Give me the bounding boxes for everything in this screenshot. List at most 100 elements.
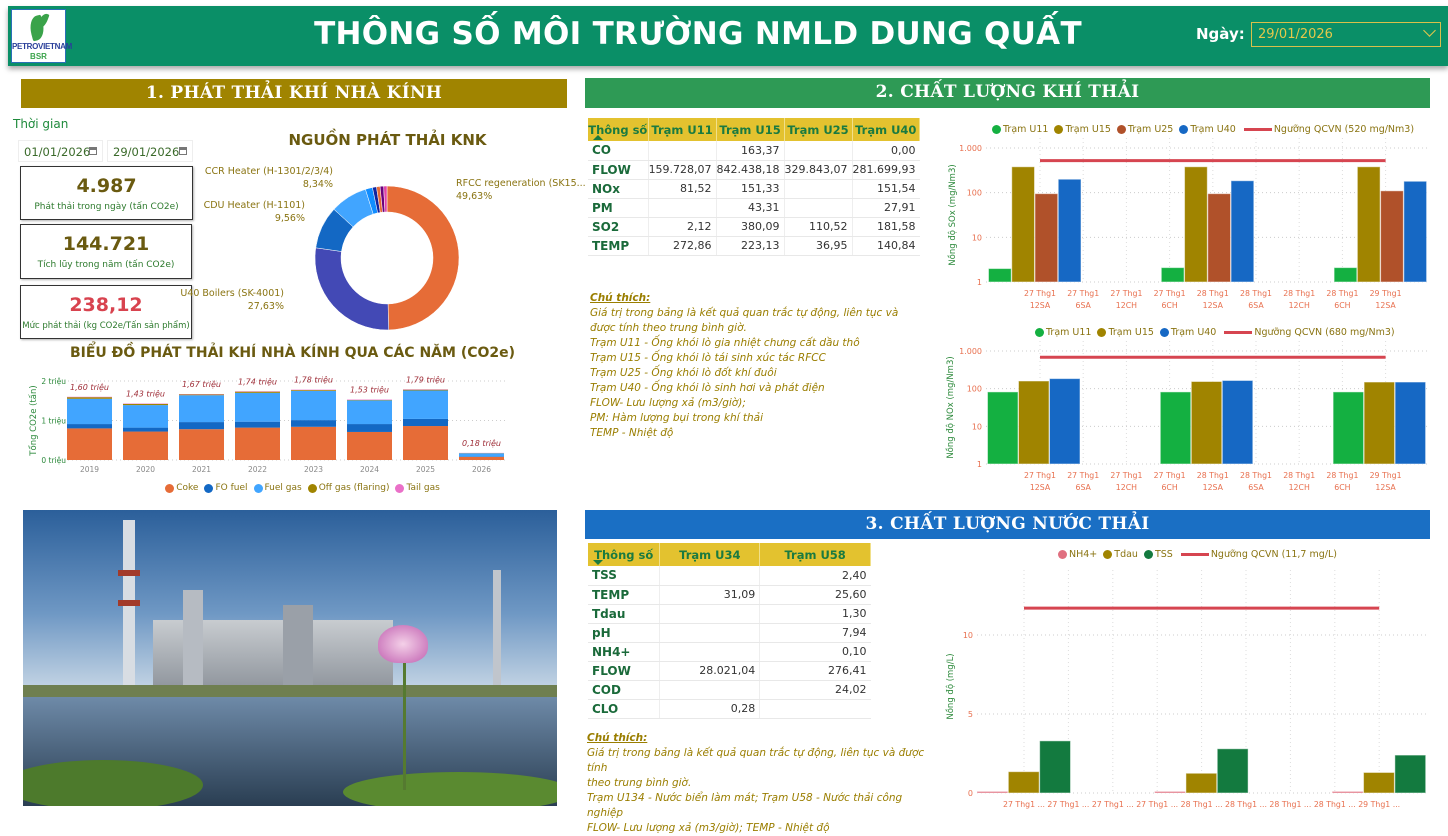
kpi-daily-emission: 4.987 Phát thải trong ngày (tấn CO2e) <box>20 166 193 220</box>
table-cell <box>648 198 716 217</box>
table-cell: 1,30 <box>760 604 871 623</box>
date-dropdown[interactable]: 29/01/2026 <box>1251 22 1441 47</box>
calendar-icon[interactable] <box>89 147 97 155</box>
total-data-label: 1,74 triệu <box>238 377 277 386</box>
table-cell <box>760 699 871 718</box>
notes-line: TEMP - Nhiệt độ <box>590 426 920 441</box>
notes-line: PM: Hàm lượng bụi trong khí thải <box>590 411 920 426</box>
x-tick-label: 12CH <box>1289 301 1310 310</box>
bar <box>1186 773 1217 793</box>
bar-segment <box>179 395 224 422</box>
header-bar: PETROVIETNAM BSR THÔNG SỐ MÔI TRƯỜNG NML… <box>8 6 1448 66</box>
table-cell <box>660 623 760 642</box>
x-tick-label: 28 Thg1 ... <box>1269 800 1311 809</box>
y-axis-title: Tổng CO2e (tấn) <box>28 385 39 456</box>
ghg-source-donut-chart <box>307 178 467 338</box>
legend-item[interactable]: NH4+ <box>1058 549 1097 560</box>
date-from-input[interactable]: 01/01/2026 <box>18 140 103 162</box>
date-value: 29/01/2026 <box>1258 27 1333 42</box>
bar-segment <box>67 397 112 399</box>
column-header[interactable]: Thông số <box>588 543 660 566</box>
legend-item[interactable]: Coke <box>165 483 198 493</box>
legend-label: FO fuel <box>215 483 247 493</box>
bar <box>1334 268 1357 282</box>
legend-item[interactable]: Off gas (flaring) <box>308 483 390 493</box>
x-tick-label: 2023 <box>304 465 323 474</box>
bar-segment <box>179 422 224 429</box>
bar-segment <box>123 428 168 432</box>
logo-subtext: BSR <box>12 52 65 61</box>
donut-slice <box>315 248 389 330</box>
bar-segment <box>347 432 392 460</box>
x-tick-label: 6CH <box>1161 483 1177 492</box>
table-header-row: Thông số Trạm U11 Trạm U15 Trạm U25 Trạm… <box>588 118 920 141</box>
row-label: COD <box>588 680 660 699</box>
column-header[interactable]: Trạm U40 <box>852 118 919 141</box>
table-cell <box>660 642 760 661</box>
column-header[interactable]: Trạm U25 <box>784 118 852 141</box>
bar-segment <box>179 394 224 395</box>
row-label: CLO <box>588 699 660 718</box>
table-cell <box>784 141 852 160</box>
legend-item[interactable]: Fuel gas <box>254 483 302 493</box>
table-cell: 272,86 <box>648 236 716 255</box>
notes-heading: Chú thích: <box>587 731 927 746</box>
x-tick-label: 2026 <box>472 465 491 474</box>
calendar-icon[interactable] <box>179 147 187 155</box>
column-header[interactable]: Trạm U11 <box>648 118 716 141</box>
kpi-emission-intensity: 238,12 Mức phát thải (kg CO2e/Tấn sản ph… <box>20 285 192 339</box>
total-data-label: 0,18 triệu <box>462 439 501 448</box>
table-cell <box>660 604 760 623</box>
table-cell: 151,54 <box>852 179 919 198</box>
x-tick-label: 6SA <box>1076 483 1092 492</box>
legend-label: Off gas (flaring) <box>319 483 390 493</box>
table-cell: 36,95 <box>784 236 852 255</box>
row-label: TEMP <box>588 236 648 255</box>
lotus-flower <box>378 625 428 663</box>
row-label: NH4+ <box>588 642 660 661</box>
chevron-down-icon <box>1423 24 1436 37</box>
notes-line: FLOW- Lưu lượng xả (m3/giờ); TEMP - Nhiệ… <box>587 821 927 836</box>
column-header[interactable]: Trạm U58 <box>760 543 871 566</box>
bar-segment <box>123 432 168 460</box>
legend-item[interactable]: Tdau <box>1103 549 1138 560</box>
date-to-input[interactable]: 29/01/2026 <box>107 140 193 162</box>
column-header[interactable]: Trạm U34 <box>660 543 760 566</box>
bar-segment <box>291 420 336 427</box>
kpi-yearly-cumulative: 144.721 Tích lũy trong năm (tấn CO2e) <box>20 224 192 279</box>
table-cell: 380,09 <box>716 217 784 236</box>
donut-label-rfcc: RFCC regeneration (SK15...49,63% <box>456 177 586 203</box>
table-cell: 81,52 <box>648 179 716 198</box>
legend-dot-icon <box>1058 550 1067 559</box>
bar <box>1185 167 1208 282</box>
legend-item[interactable]: FO fuel <box>204 483 247 493</box>
table-cell: 24,02 <box>760 680 871 699</box>
x-tick-label: 27 Thg1 <box>1067 289 1099 298</box>
y-axis-title: Nồng độ SOx (mg/Nm3) <box>947 164 958 265</box>
legend-item[interactable]: TSS <box>1144 549 1173 560</box>
column-header[interactable]: Trạm U15 <box>716 118 784 141</box>
bar <box>1364 772 1395 793</box>
column-header[interactable]: Thông số <box>588 118 648 141</box>
water-legend: NH4+ Tdau TSS Ngưỡng QCVN (11,7 mg/L) <box>1058 549 1340 560</box>
legend-item[interactable]: Ngưỡng QCVN (11,7 mg/L) <box>1179 549 1337 560</box>
legend-item[interactable]: Tail gas <box>395 483 439 493</box>
notes-line: Trạm U40 - Ống khói lò sinh hơi và phát … <box>590 381 920 396</box>
y-tick-label: 1.000 <box>959 347 982 356</box>
row-label: FLOW <box>588 160 648 179</box>
bar-segment <box>403 426 448 460</box>
table-cell: 276,41 <box>760 661 871 680</box>
bar <box>1333 392 1364 464</box>
sort-ascending-icon[interactable] <box>593 135 603 140</box>
gas-quality-table: Thông số Trạm U11 Trạm U15 Trạm U25 Trạm… <box>588 118 920 256</box>
x-tick-label: 12CH <box>1289 483 1310 492</box>
sort-descending-icon[interactable] <box>593 560 603 565</box>
section2-header: 2. CHẤT LƯỢNG KHÍ THẢI <box>585 78 1430 108</box>
legend-dot-icon <box>254 484 263 493</box>
notes-line: Trạm U15 - Ống khói lò tái sinh xúc tác … <box>590 351 920 366</box>
date-from-value: 01/01/2026 <box>24 145 90 159</box>
